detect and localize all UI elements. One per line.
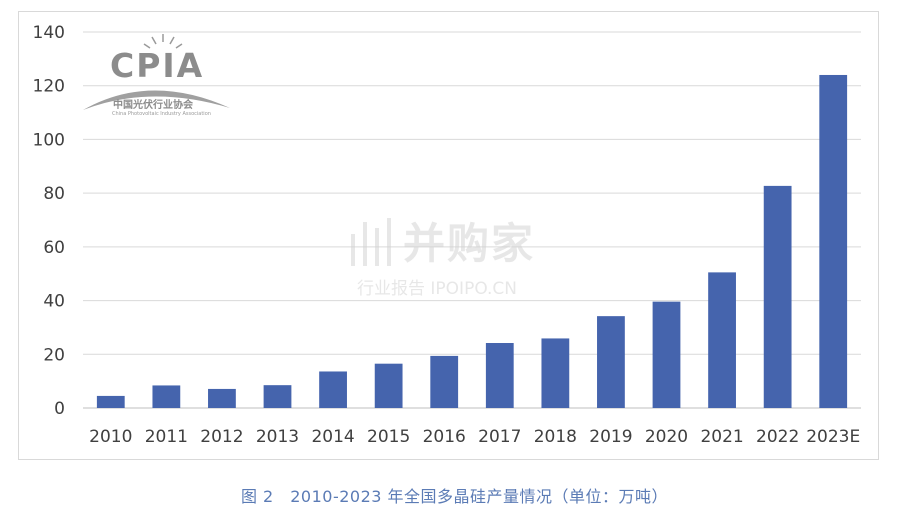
y-tick-label: 120 (33, 77, 65, 97)
bar-2020 (652, 301, 681, 408)
x-tick-label: 2016 (423, 427, 466, 447)
logo-text: CPIA (110, 46, 205, 85)
x-tick-label: 2014 (311, 427, 354, 447)
bar-2010 (96, 395, 125, 408)
x-tick-label: 2013 (256, 427, 299, 447)
x-tick-label: 2011 (145, 427, 188, 447)
cpia-logo: CPIA 中国光伏行业协会 China Photovoltaic Industr… (80, 32, 240, 122)
watermark-sub: 行业报告 IPOIPO.CN (357, 279, 517, 299)
logo-subtitle-en: China Photovoltaic Industry Association (112, 111, 211, 117)
bar-chart: 0 20 40 60 80 100 120 140 2010 2011 2012 2013 2014 2… (33, 23, 861, 447)
watermark-main: 并购家 (403, 219, 536, 268)
x-tick-label: 2018 (534, 427, 577, 447)
watermark-icon (351, 218, 391, 266)
x-tick-label: 2012 (200, 427, 243, 447)
y-tick-label: 60 (43, 238, 65, 258)
bar-2016 (430, 355, 459, 408)
x-tick-label: 2015 (367, 427, 410, 447)
figure-caption: 图 2 2010-2023 年全国多晶硅产量情况（单位：万吨） (240, 487, 669, 506)
bar-2018 (541, 338, 570, 408)
y-tick-label: 20 (43, 345, 65, 365)
y-tick-label: 80 (43, 184, 65, 204)
bar-2017 (485, 343, 514, 408)
x-tick-label: 2019 (589, 427, 632, 447)
x-tick-label: 2022 (756, 427, 799, 447)
logo-sun-icon (83, 34, 230, 110)
bar-2023E (819, 74, 848, 408)
y-tick-label: 0 (54, 399, 65, 419)
bar-2022 (763, 185, 792, 408)
chart-frame: 0 20 40 60 80 100 120 140 2010 2011 2012 2013 2014 2… (18, 11, 879, 460)
watermark: 并购家 行业报告 IPOIPO.CN (345, 210, 575, 300)
y-tick-label: 140 (33, 23, 65, 43)
x-tick-label: 2023E (806, 427, 860, 447)
bar-2011 (152, 385, 181, 408)
y-tick-label: 100 (33, 130, 65, 150)
x-tick-label: 2017 (478, 427, 521, 447)
logo-subtitle: 中国光伏行业协会 (113, 100, 193, 111)
x-tick-label: 2021 (700, 427, 743, 447)
bar-2015 (374, 363, 403, 408)
bar-2013 (263, 385, 292, 408)
x-tick-label: 2020 (645, 427, 688, 447)
bar-2012 (208, 388, 236, 408)
bar-2021 (708, 272, 736, 408)
x-tick-label: 2010 (89, 427, 132, 447)
y-tick-label: 40 (43, 292, 65, 312)
bar-2019 (597, 316, 625, 408)
bar-2014 (319, 371, 347, 408)
